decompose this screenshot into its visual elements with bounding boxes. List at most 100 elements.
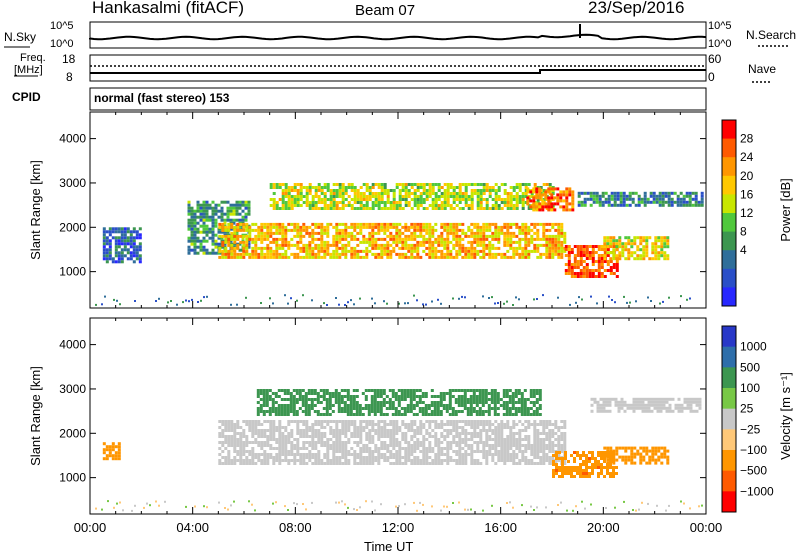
data-cell-power-2: [509, 246, 513, 250]
data-cell-power-3: [497, 189, 501, 192]
data-cell-power-3: [347, 204, 351, 207]
data-cell-power-5: [564, 248, 568, 251]
data-cell-velocity-2: [442, 404, 446, 407]
data-cell-power-4: [568, 202, 572, 206]
data-cell-velocity-1: [230, 438, 234, 441]
data-cell-power-3: [332, 189, 336, 192]
data-cell-velocity-1: [548, 432, 552, 435]
data-cell-velocity-2: [406, 410, 410, 413]
data-cell-velocity-2: [481, 413, 485, 416]
data-cell-velocity-1: [425, 432, 429, 435]
data-cell-velocity-2: [313, 389, 317, 392]
data-cell-power-2: [392, 234, 396, 238]
data-cell-power-2: [305, 228, 309, 232]
data-cell-velocity-1: [233, 450, 237, 453]
data-cell-velocity-4: [662, 403, 666, 407]
data-cell-velocity-1: [425, 429, 429, 432]
data-cell-power-3: [512, 195, 516, 198]
data-cell-velocity-4: [653, 400, 657, 404]
data-cell-power-5: [582, 251, 586, 254]
data-cell-velocity-2: [313, 404, 317, 407]
data-cell-power-4: [538, 187, 542, 191]
ground-scatter-power: [326, 304, 328, 306]
data-cell-velocity-2: [295, 413, 299, 416]
data-cell-power-3: [305, 186, 309, 189]
data-cell-velocity-1: [470, 450, 474, 453]
data-cell-power-6: [612, 254, 616, 258]
data-cell-power-2: [407, 225, 411, 229]
data-cell-power-2: [524, 246, 528, 250]
data-cell-power-0: [105, 248, 109, 252]
data-cell-power-7: [667, 191, 671, 195]
data-cell-power-2: [290, 222, 294, 226]
data-cell-power-6: [636, 248, 640, 252]
data-cell-power-1: [205, 251, 209, 255]
ytick-label-power: 1000: [59, 265, 86, 279]
data-cell-velocity-1: [383, 444, 387, 447]
data-cell-power-2: [545, 228, 549, 232]
data-cell-power-2: [311, 234, 315, 238]
data-cell-power-2: [482, 237, 486, 241]
data-cell-velocity-1: [377, 423, 381, 426]
data-cell-velocity-1: [383, 420, 387, 423]
data-cell-power-3: [518, 186, 522, 189]
data-cell-velocity-2: [439, 395, 443, 398]
data-cell-power-4: [538, 193, 542, 197]
data-cell-velocity-1: [422, 450, 426, 453]
data-cell-power-7: [661, 191, 665, 195]
data-cell-velocity-2: [418, 389, 422, 392]
data-cell-velocity-1: [539, 459, 543, 462]
data-cell-velocity-3: [597, 463, 600, 466]
data-cell-velocity-2: [262, 404, 266, 407]
data-cell-velocity-3: [609, 454, 612, 457]
data-cell-velocity-3: [579, 457, 582, 460]
data-cell-power-2: [299, 231, 303, 235]
data-cell-power-7: [640, 197, 644, 201]
data-cell-velocity-2: [322, 389, 326, 392]
data-cell-velocity-4: [599, 403, 603, 407]
colorbar-label-power: Power [dB]: [778, 178, 793, 242]
data-cell-velocity-2: [340, 395, 344, 398]
data-cell-power-7: [667, 203, 671, 207]
data-cell-power-4: [550, 202, 554, 206]
data-cell-velocity-1: [515, 438, 519, 441]
data-cell-power-2: [374, 243, 378, 247]
data-cell-power-1: [193, 242, 197, 246]
data-cell-power-1: [211, 251, 215, 255]
data-cell-velocity-1: [557, 453, 561, 456]
data-cell-velocity-1: [248, 459, 252, 462]
data-cell-velocity-2: [439, 404, 443, 407]
data-cell-power-5: [570, 266, 574, 269]
data-cell-velocity-5: [606, 461, 610, 465]
data-cell-power-2: [248, 228, 252, 232]
data-cell-power-2: [236, 222, 240, 226]
data-cell-power-2: [257, 246, 261, 250]
data-cell-power-2: [368, 237, 372, 241]
data-cell-velocity-2: [346, 410, 350, 413]
data-cell-power-2: [512, 231, 516, 235]
data-cell-velocity-1: [245, 450, 249, 453]
data-cell-velocity-1: [269, 435, 273, 438]
data-cell-velocity-1: [392, 453, 396, 456]
data-cell-velocity-2: [271, 392, 275, 395]
data-cell-velocity-1: [287, 420, 291, 423]
data-cell-velocity-1: [308, 459, 312, 462]
data-cell-power-2: [224, 225, 228, 229]
data-cell-power-0: [120, 254, 124, 258]
data-cell-power-3: [482, 186, 486, 189]
data-cell-power-2: [332, 234, 336, 238]
data-cell-power-2: [404, 243, 408, 247]
data-cell-power-2: [338, 255, 342, 259]
data-cell-velocity-2: [265, 392, 269, 395]
data-cell-velocity-1: [344, 450, 348, 453]
data-cell-power-1: [199, 239, 203, 243]
data-cell-velocity-1: [314, 432, 318, 435]
data-cell-velocity-3: [582, 454, 585, 457]
data-cell-power-2: [476, 228, 480, 232]
data-cell-velocity-1: [365, 459, 369, 462]
data-cell-power-1: [241, 236, 245, 240]
data-cell-power-3: [329, 192, 333, 195]
data-cell-power-0: [108, 254, 112, 258]
data-cell-power-3: [476, 195, 480, 198]
data-cell-power-2: [503, 231, 507, 235]
